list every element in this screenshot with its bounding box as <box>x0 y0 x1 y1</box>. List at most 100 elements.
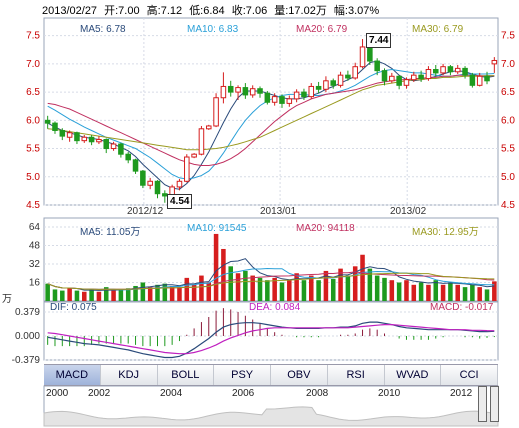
volume-bar <box>111 290 116 301</box>
quote-low: 低:6.84 <box>189 5 225 17</box>
candle-body <box>403 79 410 86</box>
price-tick-label-left: 4.5 <box>26 200 40 211</box>
volume-tick-label: 16 <box>29 278 41 289</box>
candle-body <box>286 98 293 104</box>
price-tick-label-left: 6.5 <box>26 87 40 98</box>
range-handle-left[interactable] <box>478 386 487 422</box>
volume-bar <box>133 285 138 301</box>
volume-bar <box>235 273 241 301</box>
tab-cci[interactable]: CCI <box>441 365 498 385</box>
candle-body <box>249 88 256 96</box>
volume-bar <box>265 280 270 301</box>
history-year-axis: 2000 2002 2004 2006 2008 2010 2012 <box>44 388 498 402</box>
volume-bar <box>45 283 50 301</box>
volume-bar <box>118 289 124 301</box>
high-annotation: 7.44 <box>366 33 392 48</box>
volume-bar <box>448 282 453 301</box>
volume-bar <box>184 277 190 301</box>
volume-bar <box>426 284 431 301</box>
candle-body <box>44 119 51 124</box>
volume-bar <box>60 290 65 301</box>
volume-ma20-label: MA20: 94118 <box>296 223 355 234</box>
macd-tick-label: 0.000 <box>15 331 40 342</box>
tab-rsi[interactable]: RSI <box>327 365 385 385</box>
candle-body <box>103 139 110 150</box>
candle-body <box>96 139 102 143</box>
volume-bar <box>433 280 439 301</box>
candle-body <box>337 74 344 86</box>
volume-bar <box>140 282 146 301</box>
macd-dif-label: DIF: 0.075 <box>50 302 97 313</box>
price-ma5-label: MA5: 6.78 <box>80 24 126 35</box>
volume-bar <box>279 282 285 301</box>
candle-body <box>213 97 219 127</box>
volume-bar <box>294 273 299 301</box>
volume-tick-label: 32 <box>29 259 41 270</box>
volume-bar <box>440 284 446 301</box>
range-handle-right[interactable] <box>490 386 499 422</box>
candle-body <box>359 46 366 68</box>
year-label: 2010 <box>378 388 401 399</box>
volume-bar <box>484 289 490 301</box>
candle-body <box>59 129 66 137</box>
candle-body <box>52 122 58 131</box>
volume-ma10-line <box>47 267 495 291</box>
volume-bar <box>177 287 182 301</box>
volume-bar <box>404 280 409 301</box>
volume-bar <box>323 270 329 301</box>
candle-body <box>147 180 153 186</box>
volume-bar <box>169 285 175 301</box>
quote-change: 幅:3.07% <box>333 5 380 17</box>
tab-wvad[interactable]: WVAD <box>384 365 442 385</box>
volume-tick-label: 64 <box>29 222 41 233</box>
volume-bar <box>389 280 395 301</box>
volume-bar <box>52 289 58 301</box>
macd-dea-label: DEA: 0.084 <box>249 302 301 313</box>
volume-tick-label: 48 <box>29 241 41 252</box>
candle-body <box>389 75 395 82</box>
price-tick-label-right: 7.5 <box>501 31 515 42</box>
year-label: 2012 <box>450 388 473 399</box>
candle-body <box>411 74 417 81</box>
price-ma10-label: MA10: 6.83 <box>187 24 239 35</box>
volume-ma30-label: MA30: 12.95万 <box>412 227 479 238</box>
candle-body <box>191 153 197 158</box>
candle-body <box>425 69 432 80</box>
tab-boll[interactable]: BOLL <box>157 365 215 385</box>
candle-body <box>432 69 439 74</box>
date-label-feb: 2013/02 <box>390 206 427 217</box>
macd-panel-frame <box>43 301 499 361</box>
candle-body <box>440 66 446 74</box>
volume-bar <box>374 275 380 301</box>
candle-body <box>140 170 146 186</box>
volume-bar <box>103 287 109 301</box>
tab-psy[interactable]: PSY <box>214 365 271 385</box>
volume-bar <box>162 283 168 301</box>
volume-ma10-label: MA10: 91545 <box>187 223 247 234</box>
volume-bar <box>147 287 153 301</box>
volume-bar <box>257 277 263 301</box>
candle-body <box>198 128 205 155</box>
quote-high: 高:7.12 <box>146 5 183 17</box>
candle-body <box>110 143 117 150</box>
volume-bar <box>418 282 424 301</box>
volume-bar <box>301 280 307 301</box>
candle-body <box>66 132 73 138</box>
volume-bar <box>360 254 365 301</box>
volume-bar <box>492 281 497 301</box>
history-area <box>43 406 499 427</box>
candle-body <box>330 80 337 86</box>
tab-macd[interactable]: MACD <box>44 365 101 385</box>
candle-body <box>176 180 183 188</box>
tab-kdj[interactable]: KDJ <box>100 365 158 385</box>
tab-obv[interactable]: OBV <box>271 365 328 385</box>
volume-bar <box>316 280 321 301</box>
macd-tick-label: 0.379 <box>15 307 40 318</box>
quote-header: 2013/02/27 开:7.00 高:7.12 低:6.84 收:7.06 量… <box>42 2 383 18</box>
year-label: 2002 <box>88 388 111 399</box>
volume-bar <box>338 268 343 301</box>
price-tick-label-right: 7.0 <box>501 59 515 70</box>
volume-bar <box>330 279 336 301</box>
